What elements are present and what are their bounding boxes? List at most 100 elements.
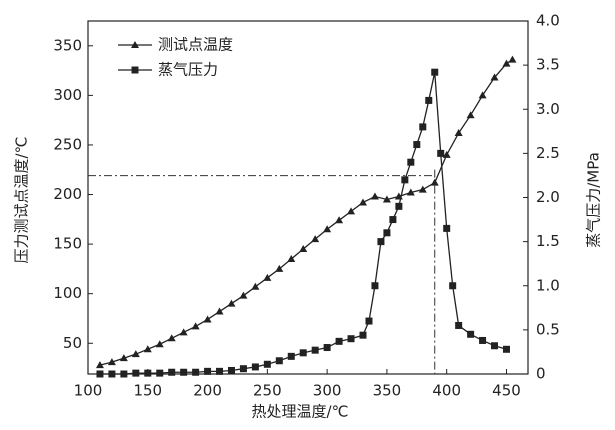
y2-tick-label: 0.5: [536, 320, 560, 338]
point: [227, 366, 235, 374]
y2-tick-label: 1.5: [536, 232, 560, 250]
x-axis-label: 热处理温度/℃: [252, 403, 349, 421]
point: [215, 307, 224, 315]
point: [131, 66, 139, 74]
point: [442, 150, 451, 158]
point: [251, 282, 260, 290]
point: [119, 354, 128, 362]
point: [227, 299, 236, 307]
point: [323, 225, 332, 233]
point: [239, 365, 247, 373]
x-tick-label: 300: [313, 382, 342, 400]
point: [143, 345, 152, 353]
point: [311, 235, 320, 243]
point: [287, 352, 295, 360]
y2-tick-label: 4.0: [536, 12, 560, 30]
point: [156, 369, 164, 377]
point: [95, 361, 104, 369]
point: [449, 282, 457, 290]
point: [311, 346, 319, 354]
y-tick-label: 300: [53, 86, 82, 104]
point: [502, 345, 510, 353]
point: [467, 330, 475, 338]
point: [443, 224, 451, 232]
point: [406, 188, 415, 196]
point: [431, 68, 439, 76]
point: [347, 207, 356, 215]
y2-tick-label: 2.5: [536, 144, 560, 162]
point: [96, 370, 104, 378]
plot-frame: [87, 20, 529, 375]
point: [466, 111, 475, 119]
series-line: [99, 72, 507, 375]
point: [377, 238, 385, 246]
point: [108, 370, 116, 378]
point: [455, 321, 463, 329]
point: [203, 315, 212, 323]
x-tick-label: 150: [133, 382, 162, 400]
point: [478, 91, 487, 99]
point: [132, 369, 140, 377]
y-tick-label: 50: [63, 334, 82, 352]
point: [239, 291, 248, 299]
point: [419, 123, 427, 131]
legend-label: 蒸气压力: [158, 61, 218, 79]
y2-tick-label: 3.5: [536, 56, 560, 74]
x-tick-label: 200: [193, 382, 222, 400]
point: [251, 363, 259, 371]
y-tick-label: 150: [53, 235, 82, 253]
series-line: [99, 59, 513, 366]
point: [437, 149, 445, 157]
point: [365, 317, 373, 325]
point: [382, 195, 391, 203]
point: [425, 96, 433, 104]
x-tick-label: 250: [253, 382, 282, 400]
point: [371, 282, 379, 290]
y2-tick-label: 2.0: [536, 188, 560, 206]
point: [454, 129, 463, 137]
y-tick-label: 250: [53, 135, 82, 153]
point: [131, 350, 140, 358]
x-tick-label: 400: [432, 382, 461, 400]
point: [167, 334, 176, 342]
x-tick-label: 100: [74, 382, 103, 400]
point: [347, 335, 355, 343]
y-tick-label: 350: [53, 36, 82, 54]
point: [120, 370, 128, 378]
x-tick-label: 450: [492, 382, 521, 400]
y-axis-label: 压力测试点温度/℃: [13, 137, 31, 264]
point: [491, 342, 499, 350]
y2-tick-label: 3.0: [536, 100, 560, 118]
point: [168, 368, 176, 376]
y-tick-label: 100: [53, 284, 82, 302]
point: [192, 368, 200, 376]
point: [401, 176, 409, 184]
point: [383, 229, 391, 237]
point: [179, 328, 188, 336]
point: [430, 178, 439, 186]
point: [144, 369, 152, 377]
point: [180, 368, 188, 376]
point: [490, 73, 499, 81]
y-tick-label: 200: [53, 185, 82, 203]
point: [287, 254, 296, 262]
y2-tick-label: 1.0: [536, 276, 560, 294]
point: [508, 55, 517, 63]
point: [191, 322, 200, 330]
point: [389, 216, 397, 224]
point: [299, 349, 307, 357]
point: [107, 358, 116, 366]
point: [155, 340, 164, 348]
point: [418, 185, 427, 193]
point: [275, 357, 283, 365]
x-tick-label: 350: [373, 382, 402, 400]
point: [275, 264, 284, 272]
point: [323, 344, 331, 352]
point: [359, 198, 367, 206]
point: [216, 367, 224, 375]
point: [479, 336, 487, 344]
point: [370, 192, 379, 200]
point: [502, 59, 511, 67]
point: [263, 273, 272, 281]
